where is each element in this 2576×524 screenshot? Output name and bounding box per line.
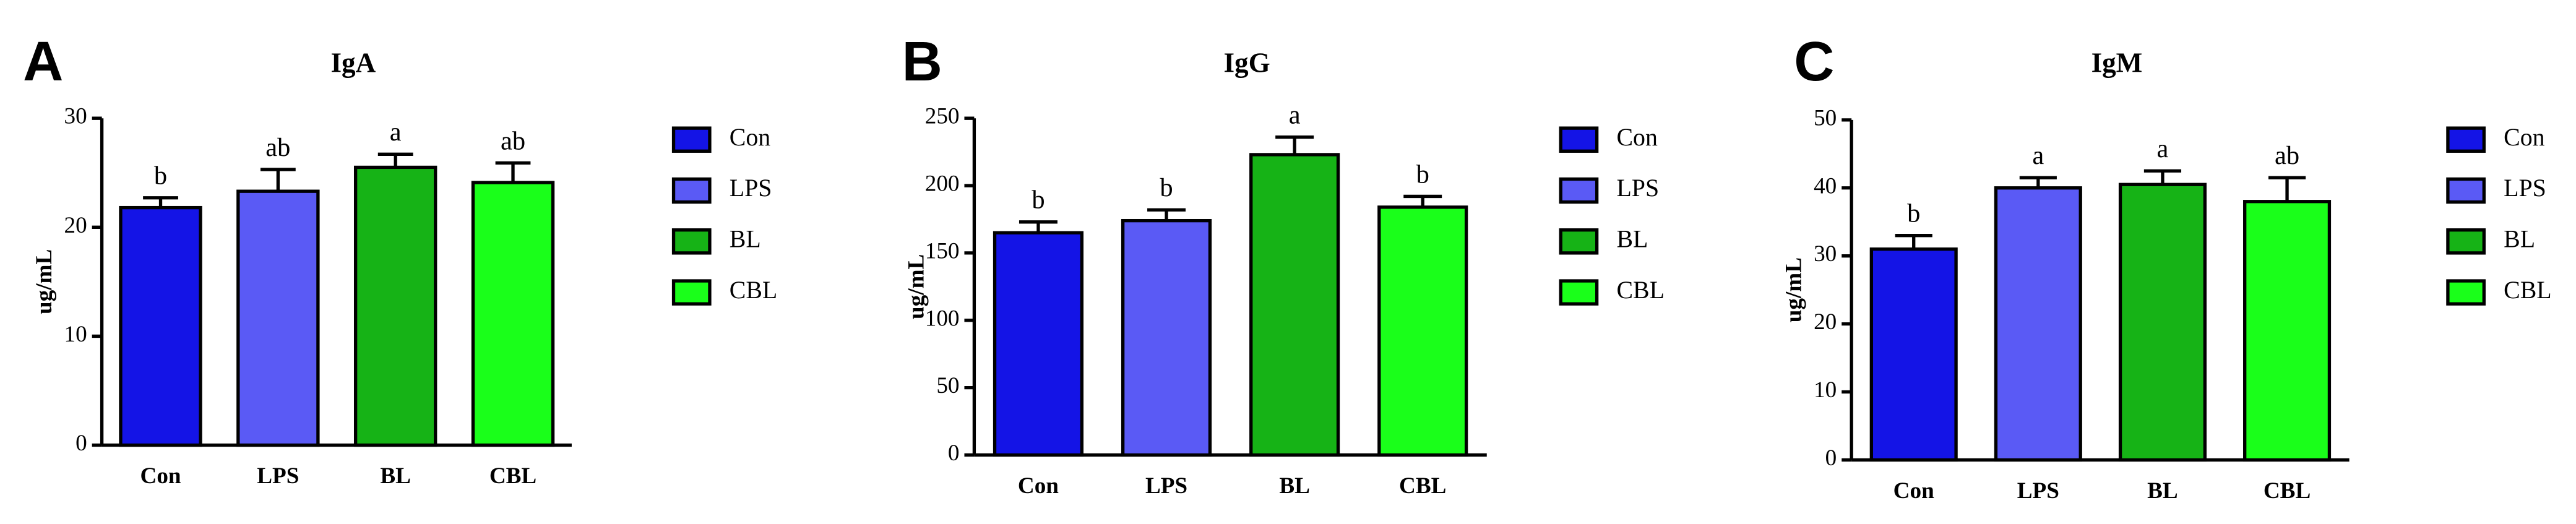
bar xyxy=(2243,200,2332,462)
y-tick-label: 100 xyxy=(925,306,960,331)
bar xyxy=(1869,247,1958,462)
legend-swatch xyxy=(2446,228,2486,255)
x-tick-label: LPS xyxy=(257,463,299,489)
legend-label: BL xyxy=(2504,225,2535,252)
y-tick-label: 10 xyxy=(64,322,87,347)
bar xyxy=(2118,183,2207,462)
chart-title: IgA xyxy=(330,48,376,79)
y-tick-label: 20 xyxy=(1814,309,1837,335)
legend-label: CBL xyxy=(1616,277,1664,304)
panel-label: C xyxy=(1794,30,1834,93)
bar xyxy=(353,165,437,447)
legend-swatch xyxy=(671,177,712,204)
bar xyxy=(471,181,555,447)
y-tick-label: 30 xyxy=(64,104,87,129)
x-tick-label: BL xyxy=(1279,473,1310,499)
significance-letter: ab xyxy=(501,126,525,155)
chart-title: IgM xyxy=(2091,48,2143,79)
y-axis-label: ug/mL xyxy=(904,254,929,319)
legend-label: CBL xyxy=(730,277,777,304)
x-tick-label: Con xyxy=(1018,473,1059,499)
legend-swatch xyxy=(671,228,712,255)
significance-letter: b xyxy=(1416,160,1429,189)
x-tick-label: LPS xyxy=(2017,478,2059,504)
y-tick-label: 10 xyxy=(1814,377,1837,403)
legend-swatch xyxy=(671,126,712,153)
significance-letter: a xyxy=(2157,134,2169,163)
legend-label: Con xyxy=(1616,124,1657,151)
legend-swatch xyxy=(1559,126,1599,153)
bar xyxy=(236,189,320,447)
x-tick-label: Con xyxy=(1893,478,1934,504)
x-tick-label: Con xyxy=(140,463,181,489)
bar xyxy=(119,205,202,447)
panel-label: A xyxy=(23,30,63,93)
significance-letter: b xyxy=(1032,186,1045,215)
y-tick-label: 0 xyxy=(948,440,960,466)
bar xyxy=(1377,205,1468,457)
y-tick-label: 50 xyxy=(1814,105,1837,131)
y-tick-label: 40 xyxy=(1814,173,1837,199)
y-axis-label: ug/mL xyxy=(1781,257,1806,322)
legend-swatch xyxy=(671,279,712,306)
legend-swatch xyxy=(1559,228,1599,255)
y-tick-label: 0 xyxy=(75,431,87,456)
significance-letter: ab xyxy=(265,133,290,162)
x-tick-label: BL xyxy=(2147,478,2178,504)
bar xyxy=(1994,186,2082,462)
x-tick-label: CBL xyxy=(1399,473,1446,499)
y-axis-label: ug/mL xyxy=(32,249,57,314)
x-tick-label: LPS xyxy=(1145,473,1187,499)
legend-swatch xyxy=(1559,177,1599,204)
y-tick-label: 150 xyxy=(925,238,960,264)
x-tick-label: BL xyxy=(380,463,411,489)
x-tick-label: CBL xyxy=(489,463,536,489)
significance-letter: ab xyxy=(2275,141,2299,170)
y-tick-label: 50 xyxy=(936,373,959,398)
legend-label: Con xyxy=(730,124,770,151)
y-tick-label: 200 xyxy=(925,171,960,197)
legend-label: BL xyxy=(1616,225,1648,252)
legend-label: Con xyxy=(2504,124,2544,151)
chart-title: IgG xyxy=(1224,48,1270,79)
y-tick-label: 0 xyxy=(1825,445,1837,471)
bar xyxy=(1249,153,1340,457)
significance-letter: a xyxy=(390,118,402,147)
x-tick-label: CBL xyxy=(2264,478,2311,504)
y-tick-label: 250 xyxy=(925,104,960,129)
panel-label: B xyxy=(902,30,942,93)
significance-letter: b xyxy=(1160,173,1173,202)
significance-letter: a xyxy=(1289,101,1301,130)
legend-swatch xyxy=(2446,126,2486,153)
legend-swatch xyxy=(2446,177,2486,204)
legend-swatch xyxy=(2446,279,2486,306)
significance-letter: b xyxy=(1907,199,1920,228)
legend-label: LPS xyxy=(730,174,772,202)
significance-letter: b xyxy=(154,161,167,191)
legend-label: BL xyxy=(730,225,761,252)
legend-label: CBL xyxy=(2504,277,2551,304)
bar xyxy=(993,231,1084,457)
legend-label: LPS xyxy=(2504,174,2546,202)
bar xyxy=(1121,218,1212,457)
significance-letter: a xyxy=(2032,141,2044,170)
legend-swatch xyxy=(1559,279,1599,306)
y-tick-label: 20 xyxy=(64,213,87,238)
legend-label: LPS xyxy=(1616,174,1659,202)
y-tick-label: 30 xyxy=(1814,241,1837,267)
